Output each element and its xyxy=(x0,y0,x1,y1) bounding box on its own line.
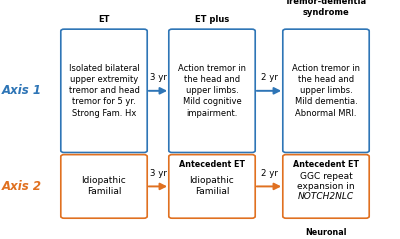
FancyBboxPatch shape xyxy=(61,29,147,152)
Text: Idiopathic
Familial: Idiopathic Familial xyxy=(190,176,234,196)
Text: ET plus: ET plus xyxy=(195,15,229,24)
FancyBboxPatch shape xyxy=(283,155,369,218)
Text: Idiopathic
Familial: Idiopathic Familial xyxy=(82,176,126,196)
FancyBboxPatch shape xyxy=(283,29,369,152)
Text: Action tremor in
the head and
upper limbs.
Mild dementia.
Abnormal MRI.: Action tremor in the head and upper limb… xyxy=(292,64,360,118)
Text: Antecedent ET: Antecedent ET xyxy=(293,160,359,169)
Text: 2 yr: 2 yr xyxy=(260,169,278,178)
Text: Axis 1: Axis 1 xyxy=(2,84,42,97)
Text: Tremor-dementia
syndrome: Tremor-dementia syndrome xyxy=(285,0,367,17)
Text: ET: ET xyxy=(98,15,110,24)
Text: Antecedent ET: Antecedent ET xyxy=(179,160,245,169)
Text: Isolated bilateral
upper extremity
tremor and head
tremor for 5 yr.
Strong Fam. : Isolated bilateral upper extremity tremo… xyxy=(68,64,140,118)
Text: Action tremor in
the head and
upper limbs.
Mild cognitive
impairment.: Action tremor in the head and upper limb… xyxy=(178,64,246,118)
Text: Neuronal
intranuclear
inclusion disease: Neuronal intranuclear inclusion disease xyxy=(287,228,365,239)
Text: NOTCH2NLC: NOTCH2NLC xyxy=(298,192,354,201)
Text: 3 yr: 3 yr xyxy=(150,169,166,178)
Text: Axis 2: Axis 2 xyxy=(2,180,42,193)
FancyBboxPatch shape xyxy=(61,155,147,218)
FancyBboxPatch shape xyxy=(169,29,255,152)
Text: 2 yr: 2 yr xyxy=(260,73,278,82)
FancyBboxPatch shape xyxy=(169,155,255,218)
Text: GGC repeat: GGC repeat xyxy=(300,172,352,181)
Text: 3 yr: 3 yr xyxy=(150,73,166,82)
Text: expansion in: expansion in xyxy=(297,182,355,191)
